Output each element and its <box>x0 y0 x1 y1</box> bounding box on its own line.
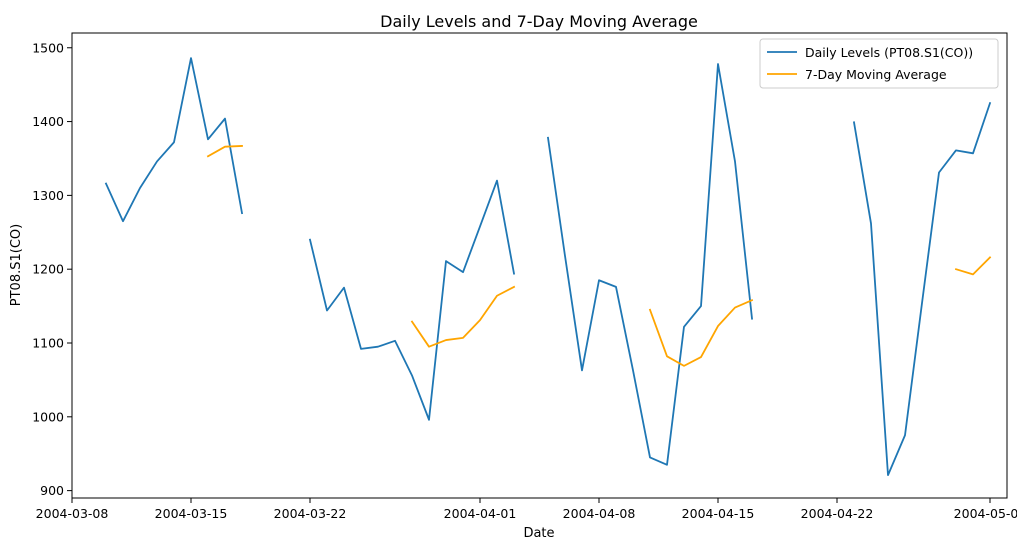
legend-box <box>759 38 999 89</box>
y-axis-label: PT08.S1(CO) <box>9 224 24 306</box>
legend-label-moving-average: 7-Day Moving Average <box>805 67 947 82</box>
x-tick-label: 2004-03-22 <box>274 506 347 521</box>
plot-frame <box>71 32 1008 499</box>
x-tick-label: 2004-03-15 <box>155 506 228 521</box>
x-tick-label: 2004-05-01 <box>954 506 1017 521</box>
x-axis-label: Date <box>523 526 554 541</box>
y-tick-label: 1300 <box>32 188 64 203</box>
plot-area <box>72 33 1007 498</box>
y-tick-label: 1000 <box>32 409 64 424</box>
series-line-0 <box>104 57 992 477</box>
series-layer <box>104 57 992 477</box>
x-tick-label: 2004-04-22 <box>801 506 874 521</box>
y-axis-ticks: 900 1000 1100 1200 1300 1400 1500 <box>32 40 72 498</box>
y-tick-label: 1200 <box>32 262 64 277</box>
y-tick-label: 1100 <box>32 336 64 351</box>
legend: Daily Levels (PT08.S1(CO)) 7-Day Moving … <box>759 38 999 89</box>
legend-label-daily-levels: Daily Levels (PT08.S1(CO)) <box>805 45 973 60</box>
series-line-1 <box>206 144 992 367</box>
x-axis-ticks: 2004-03-08 2004-03-15 2004-03-22 2004-04-01… <box>36 498 1017 521</box>
x-tick-label: 2004-04-08 <box>563 506 636 521</box>
y-tick-label: 1500 <box>32 40 64 55</box>
x-tick-label: 2004-04-01 <box>444 506 517 521</box>
y-tick-label: 1400 <box>32 114 64 129</box>
x-tick-label: 2004-03-08 <box>36 506 109 521</box>
chart-title: Daily Levels and 7-Day Moving Average <box>380 12 698 31</box>
x-tick-label: 2004-04-15 <box>682 506 755 521</box>
y-tick-label: 900 <box>40 483 64 498</box>
